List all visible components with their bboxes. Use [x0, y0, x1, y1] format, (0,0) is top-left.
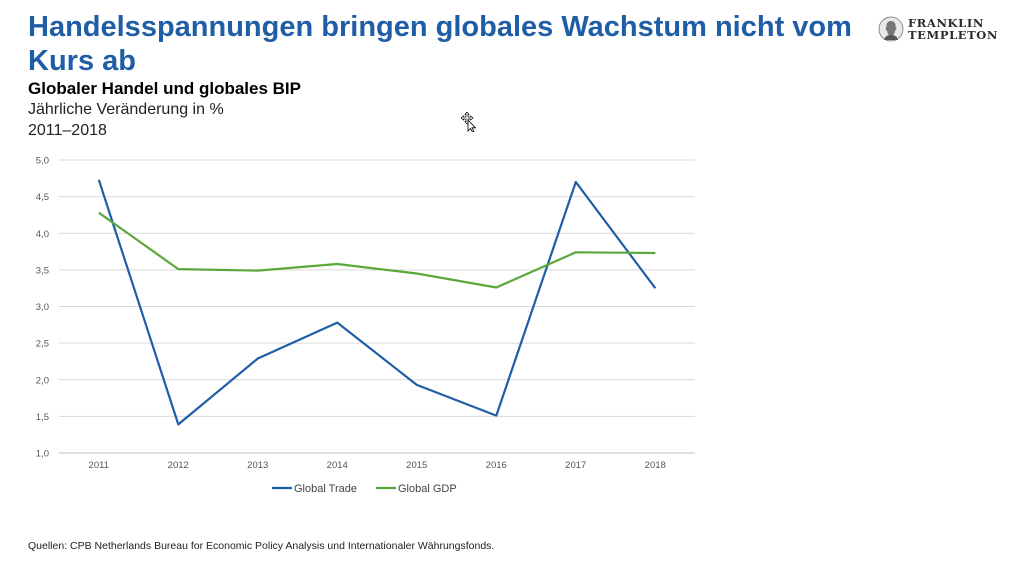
move-cursor-icon	[461, 112, 477, 132]
x-tick-label: 2016	[486, 460, 507, 471]
y-tick-label: 1,5	[36, 412, 49, 423]
legend-label: Global Trade	[294, 483, 357, 495]
y-tick-label: 3,5	[36, 265, 49, 276]
logo-wordmark: FRANKLIN TEMPLETON	[908, 17, 998, 41]
chart-title: Globaler Handel und globales BIP	[28, 79, 301, 98]
x-tick-label: 2015	[406, 460, 427, 471]
x-tick-label: 2017	[565, 460, 586, 471]
x-tick-label: 2013	[247, 460, 268, 471]
y-tick-label: 2,0	[36, 375, 49, 386]
y-tick-label: 5,0	[36, 156, 49, 167]
franklin-portrait-logo-icon	[878, 16, 904, 42]
series-line-global-trade	[97, 179, 657, 426]
company-logo: FRANKLIN TEMPLETON	[878, 16, 998, 42]
y-tick-label: 1,0	[36, 449, 49, 460]
logo-line-1: FRANKLIN	[908, 16, 984, 30]
y-tick-label: 2,5	[36, 339, 49, 350]
y-tick-label: 4,5	[36, 192, 49, 203]
y-tick-label: 3,0	[36, 302, 49, 313]
source-note: Quellen: CPB Netherlands Bureau for Econ…	[28, 540, 495, 552]
x-tick-label: 2011	[89, 460, 109, 471]
x-tick-label: 2012	[168, 460, 189, 471]
x-tick-label: 2014	[327, 460, 348, 471]
series-line-global-gdp	[98, 211, 656, 289]
chart-subtitle: Jährliche Veränderung in %	[28, 101, 224, 118]
x-tick-label: 2018	[645, 460, 666, 471]
logo-line-2: TEMPLETON	[908, 28, 999, 42]
slide-title: Handelsspannungen bringen globales Wachs…	[28, 11, 852, 77]
y-tick-label: 4,0	[36, 229, 49, 240]
legend-label: Global GDP	[398, 483, 457, 495]
chart-period: 2011–2018	[28, 122, 107, 139]
